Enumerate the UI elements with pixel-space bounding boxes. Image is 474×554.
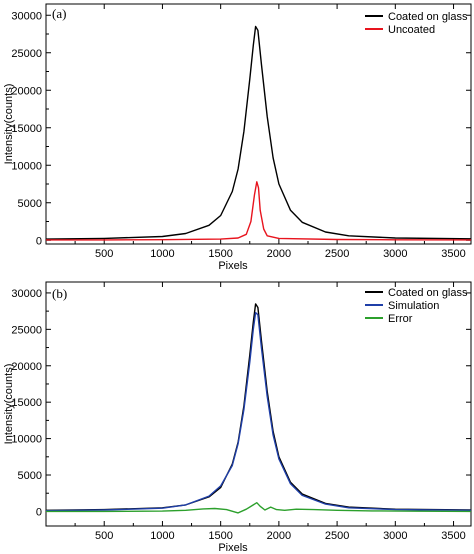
x-tick-label: 500 — [95, 530, 113, 542]
x-axis-label: Pixels — [218, 260, 248, 272]
y-tick-label: 5000 — [18, 470, 42, 482]
panel-label: (b) — [52, 286, 67, 301]
y-tick-label: 30000 — [11, 10, 42, 22]
x-tick-label: 3500 — [441, 248, 465, 260]
plot-frame — [45, 281, 472, 527]
plot-frame — [45, 3, 472, 245]
y-tick-label: 5000 — [18, 198, 42, 210]
y-tick-label: 25000 — [11, 48, 42, 60]
x-tick-label: 3000 — [383, 530, 407, 542]
y-tick-label: 0 — [36, 506, 42, 518]
y-axis-label: Intensity(counts) — [3, 364, 15, 445]
panel-b: 500 1000 1500 2000 2500 3000 3500 0 5000 10000 150… — [3, 281, 472, 554]
y-tick-label: 20000 — [11, 85, 42, 97]
panel-a: 500 1000 1500 2000 2500 3000 3500 0 5000 10000 150… — [3, 3, 472, 272]
x-tick-label: 3500 — [441, 530, 465, 542]
x-tick-label: 1500 — [208, 530, 232, 542]
legend-entry: Coated on glass — [388, 287, 468, 299]
y-tick-label: 30000 — [11, 288, 42, 300]
y-tick-label: 15000 — [11, 397, 42, 409]
x-tick-label: 1000 — [150, 530, 174, 542]
x-tick-label: 3000 — [383, 248, 407, 260]
y-axis-label: Intensity(counts) — [3, 84, 15, 165]
y-tick-label: 15000 — [11, 123, 42, 135]
y-tick-label: 25000 — [11, 324, 42, 336]
series-line-error — [46, 502, 471, 514]
y-tick-label: 10000 — [11, 434, 42, 446]
legend-entry: Error — [388, 313, 413, 325]
x-tick-label: 2500 — [325, 530, 349, 542]
x-tick-label: 2000 — [267, 248, 291, 260]
x-axis-label: Pixels — [218, 542, 248, 554]
legend-entry: Uncoated — [388, 24, 435, 36]
legend-entry: Simulation — [388, 300, 439, 312]
y-tick-label: 20000 — [11, 361, 42, 373]
y-tick-label: 10000 — [11, 160, 42, 172]
series-line-coated-on-glass — [46, 25, 471, 240]
x-tick-label: 2500 — [325, 248, 349, 260]
x-tick-label: 1000 — [150, 248, 174, 260]
panel-label: (a) — [52, 6, 66, 21]
x-tick-label: 1500 — [208, 248, 232, 260]
x-tick-label: 500 — [95, 248, 113, 260]
series-line-coated-on-glass — [46, 303, 471, 511]
series-line-simulation — [46, 311, 471, 512]
y-tick-label: 0 — [36, 235, 42, 247]
legend-entry: Coated on glass — [388, 11, 468, 23]
series-line-uncoated — [46, 181, 471, 241]
x-tick-label: 2000 — [267, 530, 291, 542]
